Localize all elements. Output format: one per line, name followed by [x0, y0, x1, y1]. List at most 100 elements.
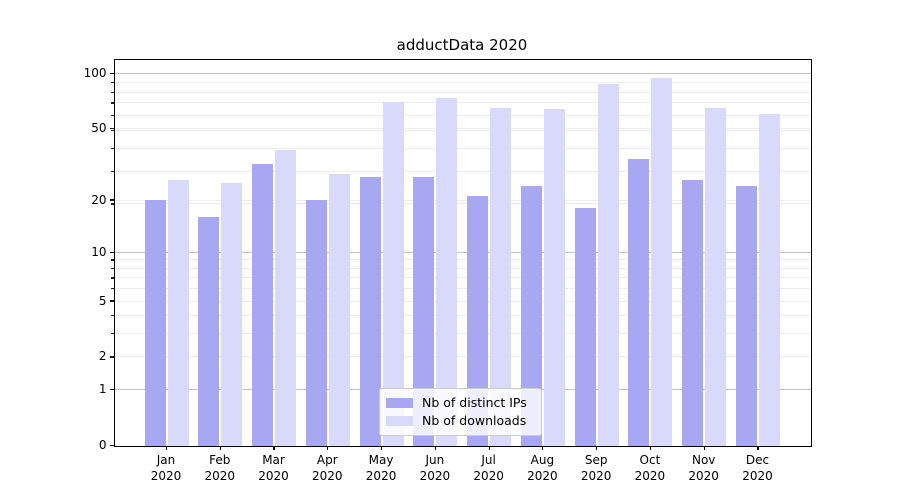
bar-nb-of-downloads-apr [328, 174, 350, 446]
bar-nb-of-distinct-ips-may [359, 176, 381, 446]
y-tick [109, 444, 114, 447]
x-tick-label: Apr 2020 [312, 453, 343, 483]
y-minor-tick [111, 259, 114, 261]
bar-nb-of-downloads-jul [490, 107, 512, 446]
x-tick-label: Jan 2020 [150, 453, 182, 483]
x-tick [596, 445, 598, 450]
x-tick-label: Mar 2020 [258, 453, 289, 483]
x-tick [757, 445, 759, 450]
y-tick [109, 389, 114, 391]
major-gridline [114, 251, 811, 253]
bar-nb-of-distinct-ips-apr [305, 200, 327, 446]
y-minor-tick [111, 102, 114, 104]
legend: Nb of distinct IPs Nb of downloads [379, 388, 542, 436]
bar-nb-of-distinct-ips-jun [413, 176, 435, 446]
minor-gridline [114, 259, 811, 261]
minor-gridline [114, 300, 811, 302]
bar-nb-of-downloads-jun [436, 98, 458, 446]
y-tick-label: 50 [91, 120, 107, 135]
bar-nb-of-downloads-may [382, 101, 404, 446]
x-tick-label: Aug 2020 [527, 453, 558, 483]
x-tick [165, 445, 168, 450]
y-minor-tick [111, 129, 114, 131]
bar-nb-of-distinct-ips-dec [735, 185, 757, 446]
bar-nb-of-downloads-dec [758, 114, 780, 446]
y-tick-label: 0 [98, 438, 107, 452]
y-tick-label: 10 [91, 244, 107, 259]
legend-label-downloads: Nb of downloads [422, 413, 527, 428]
y-minor-tick [111, 147, 114, 149]
y-minor-tick [111, 356, 114, 358]
minor-gridline [114, 288, 811, 290]
minor-gridline [114, 147, 811, 149]
x-tick-label: May 2020 [365, 453, 397, 483]
y-minor-tick [111, 127, 114, 130]
x-tick [219, 445, 221, 450]
y-tick-label: 20 [91, 192, 107, 207]
x-tick-label: Oct 2020 [634, 453, 666, 483]
bar-nb-of-distinct-ips-jan [144, 200, 166, 446]
legend-item-downloads: Nb of downloads [386, 412, 533, 430]
x-tick [434, 445, 436, 450]
legend-swatch-distinct-ips [386, 398, 413, 408]
minor-gridline [114, 277, 811, 279]
y-minor-tick [111, 315, 114, 317]
minor-gridline [114, 356, 811, 358]
bar-nb-of-distinct-ips-feb [198, 217, 220, 446]
bar-nb-of-distinct-ips-aug [520, 185, 542, 446]
bar-nb-of-distinct-ips-mar [252, 163, 274, 446]
x-tick-label: Dec 2020 [742, 453, 773, 483]
bar-nb-of-downloads-feb [221, 182, 243, 446]
minor-gridline [114, 315, 811, 317]
y-minor-tick [111, 82, 114, 84]
x-tick [380, 445, 383, 450]
y-minor-tick [111, 91, 114, 93]
bar-nb-of-distinct-ips-jul [467, 196, 489, 446]
y-minor-tick [111, 288, 114, 290]
legend-label-distinct-ips: Nb of distinct IPs [422, 395, 527, 410]
bar-nb-of-downloads-oct [651, 78, 673, 446]
y-tick-label: 1 [98, 382, 107, 397]
y-minor-tick [111, 203, 114, 205]
x-tick [273, 445, 275, 450]
plot-area: 0 1 2 5 10 20 50 100 [84, 58, 812, 452]
y-tick [109, 251, 114, 253]
x-tick-label: Feb 2020 [204, 453, 236, 483]
minor-gridline [114, 203, 811, 205]
bar-nb-of-downloads-jan [167, 179, 189, 446]
minor-gridline [114, 127, 811, 129]
minor-gridline [114, 170, 811, 172]
minor-gridline [114, 114, 811, 116]
y-minor-tick [111, 277, 114, 279]
y-tick-label: 2 [98, 349, 107, 364]
y-tick [109, 72, 114, 74]
bar-nb-of-distinct-ips-nov [682, 179, 704, 446]
x-tick [703, 445, 705, 450]
minor-gridline [114, 82, 811, 84]
y-tick-label: 5 [98, 293, 107, 308]
legend-item-distinct-ips: Nb of distinct IPs [386, 394, 533, 412]
chart-title: adductData 2020 [396, 36, 528, 54]
minor-gridline [114, 267, 811, 269]
minor-gridline [114, 102, 811, 104]
x-tick-label: Sep 2020 [580, 453, 612, 483]
y-minor-tick [111, 267, 114, 270]
bar-nb-of-downloads-sep [597, 83, 619, 446]
x-tick [542, 445, 544, 450]
bar-nb-of-downloads-mar [275, 150, 297, 446]
y-minor-tick [111, 300, 114, 302]
bar-nb-of-downloads-aug [543, 108, 565, 446]
minor-gridline [114, 91, 811, 93]
bar-nb-of-distinct-ips-oct [628, 158, 650, 446]
y-minor-tick [111, 114, 114, 117]
legend-swatch-downloads [386, 416, 413, 426]
y-tick-label: 100 [83, 65, 107, 80]
y-minor-tick [111, 170, 114, 172]
y-minor-tick [111, 199, 114, 201]
minor-gridline [114, 129, 811, 131]
minor-gridline [114, 333, 811, 335]
bar-nb-of-distinct-ips-sep [574, 208, 596, 446]
y-minor-tick [111, 333, 114, 335]
x-tick-label: Nov 2020 [688, 453, 719, 483]
